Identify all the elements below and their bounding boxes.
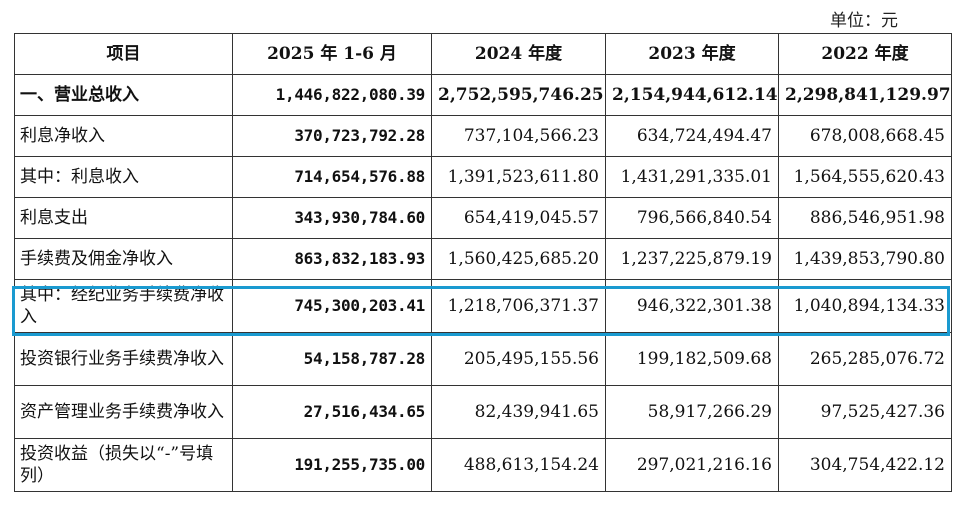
value-2024: 488,613,154.24 [431,438,606,492]
table-header-row: 项目 2025 年 1-6 月 2024 年度 2023 年度 2022 年度 [14,33,952,75]
value-2023: 634,724,494.47 [605,115,779,157]
header-item: 项目 [14,33,233,75]
value-2022: 265,285,076.72 [778,332,952,386]
value-2023: 1,237,225,879.19 [605,238,779,280]
value-2024: 737,104,566.23 [431,115,606,157]
row-label: 其中：经纪业务手续费净收入 [14,279,233,333]
value-2022: 886,546,951.98 [778,197,952,239]
value-2023: 796,566,840.54 [605,197,779,239]
table-row: 利息支出 343,930,784.60 654,419,045.57 796,5… [14,197,952,239]
header-2022: 2022 年度 [778,33,952,75]
value-2024: 1,218,706,371.37 [431,279,606,333]
value-2025h1: 343,930,784.60 [232,197,432,239]
header-2024: 2024 年度 [431,33,606,75]
value-2024: 2,752,595,746.25 [431,74,606,116]
value-2024: 82,439,941.65 [431,385,606,439]
value-2022: 304,754,422.12 [778,438,952,492]
value-2025h1: 27,516,434.65 [232,385,432,439]
value-2022: 1,564,555,620.43 [778,156,952,198]
table-row: 利息净收入 370,723,792.28 737,104,566.23 634,… [14,115,952,157]
value-2022: 97,525,427.36 [778,385,952,439]
table-row-highlighted: 其中：经纪业务手续费净收入 745,300,203.41 1,218,706,3… [14,279,952,333]
table-row: 手续费及佣金净收入 863,832,183.93 1,560,425,685.2… [14,238,952,280]
table-row: 投资收益（损失以“-”号填列） 191,255,735.00 488,613,1… [14,438,952,492]
value-2024: 654,419,045.57 [431,197,606,239]
row-label: 利息净收入 [14,115,233,157]
value-2022: 2,298,841,129.97 [778,74,952,116]
row-label: 其中：利息收入 [14,156,233,198]
value-2025h1: 1,446,822,080.39 [232,74,432,116]
value-2024: 205,495,155.56 [431,332,606,386]
row-label: 利息支出 [14,197,233,239]
value-2025h1: 54,158,787.28 [232,332,432,386]
value-2022: 1,040,894,134.33 [778,279,952,333]
value-2023: 297,021,216.16 [605,438,779,492]
row-label: 投资收益（损失以“-”号填列） [14,438,233,492]
value-2023: 199,182,509.68 [605,332,779,386]
value-2025h1: 370,723,792.28 [232,115,432,157]
table-row: 其中：利息收入 714,654,576.88 1,391,523,611.80 … [14,156,952,198]
table-row: 投资银行业务手续费净收入 54,158,787.28 205,495,155.5… [14,332,952,386]
header-2023: 2023 年度 [605,33,779,75]
value-2023: 1,431,291,335.01 [605,156,779,198]
value-2022: 678,008,668.45 [778,115,952,157]
value-2022: 1,439,853,790.80 [778,238,952,280]
value-2025h1: 191,255,735.00 [232,438,432,492]
row-label: 一、营业总收入 [14,74,233,116]
value-2024: 1,560,425,685.20 [431,238,606,280]
header-2025h1: 2025 年 1-6 月 [232,33,432,75]
value-2023: 2,154,944,612.14 [605,74,779,116]
value-2023: 946,322,301.38 [605,279,779,333]
table-row: 一、营业总收入 1,446,822,080.39 2,752,595,746.2… [14,74,952,116]
table-row: 资产管理业务手续费净收入 27,516,434.65 82,439,941.65… [14,385,952,439]
row-label: 资产管理业务手续费净收入 [14,385,233,439]
financial-table: 项目 2025 年 1-6 月 2024 年度 2023 年度 2022 年度 … [14,33,952,492]
unit-label: 单位：元 [830,11,898,31]
row-label: 手续费及佣金净收入 [14,238,233,280]
value-2025h1: 714,654,576.88 [232,156,432,198]
value-2023: 58,917,266.29 [605,385,779,439]
value-2025h1: 745,300,203.41 [232,279,432,333]
value-2025h1: 863,832,183.93 [232,238,432,280]
row-label: 投资银行业务手续费净收入 [14,332,233,386]
value-2024: 1,391,523,611.80 [431,156,606,198]
